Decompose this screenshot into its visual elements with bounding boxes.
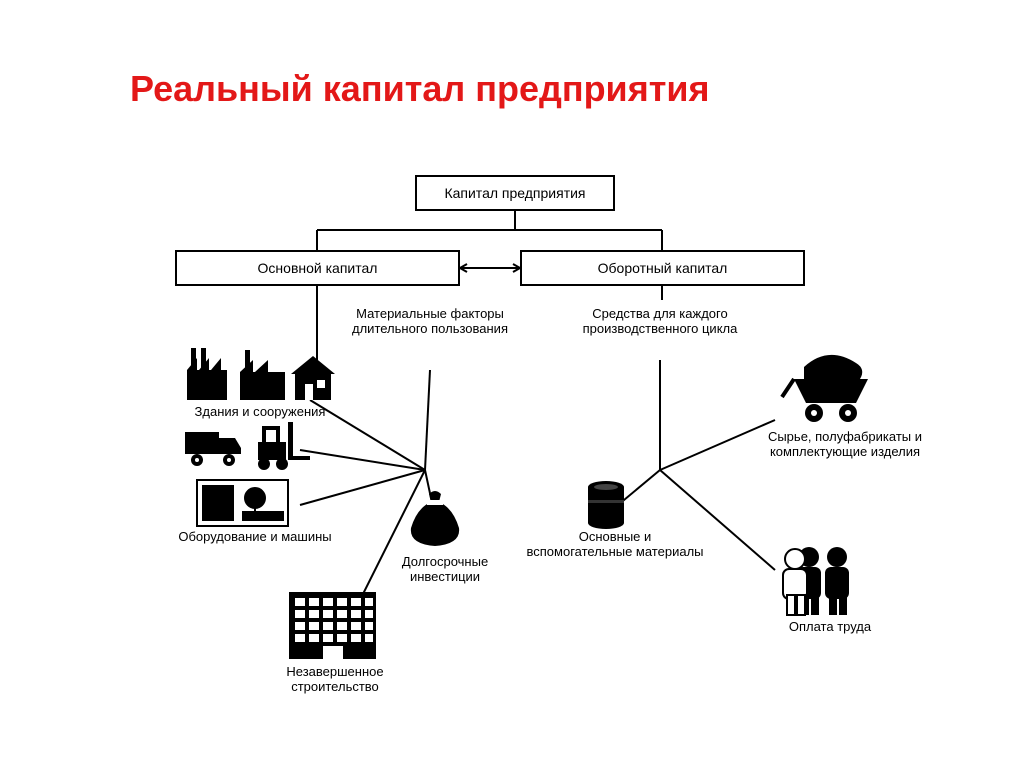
cart-icon [778, 345, 878, 425]
money-bag-icon [405, 490, 465, 548]
label-buildings: Здания и сооружения [170, 405, 350, 420]
label-fixed-desc: Материальные факторы длительного пользов… [350, 307, 510, 337]
people-icon [775, 545, 875, 617]
buildings-icon [185, 340, 335, 402]
label-circ-desc: Средства для каждого производственного ц… [555, 307, 765, 337]
box-root-label: Капитал предприятия [444, 185, 585, 201]
construction-building-icon [285, 588, 380, 663]
label-wages: Оплата труда [760, 620, 900, 635]
barrel-icon [585, 480, 627, 530]
box-fixed-label: Основной капитал [258, 260, 378, 276]
label-raw: Сырье, полуфабрикаты и комплектующие изд… [760, 430, 930, 460]
box-fixed-capital: Основной капитал [175, 250, 460, 286]
label-equipment: Оборудование и машины [175, 530, 335, 545]
diagram-stage: Реальный капитал предприятия Капитал пре… [0, 0, 1024, 767]
box-root: Капитал предприятия [415, 175, 615, 211]
label-invest: Долгосрочные инвестиции [370, 555, 520, 585]
equipment-icon [195, 478, 290, 528]
box-circ-label: Оборотный капитал [598, 260, 728, 276]
label-materials: Основные и вспомогательные материалы [525, 530, 705, 560]
page-title: Реальный капитал предприятия [130, 68, 709, 110]
box-circulating-capital: Оборотный капитал [520, 250, 805, 286]
label-unfinished: Незавершенное строительство [255, 665, 415, 695]
forklift-icon [252, 422, 312, 472]
truck-icon [185, 428, 243, 468]
